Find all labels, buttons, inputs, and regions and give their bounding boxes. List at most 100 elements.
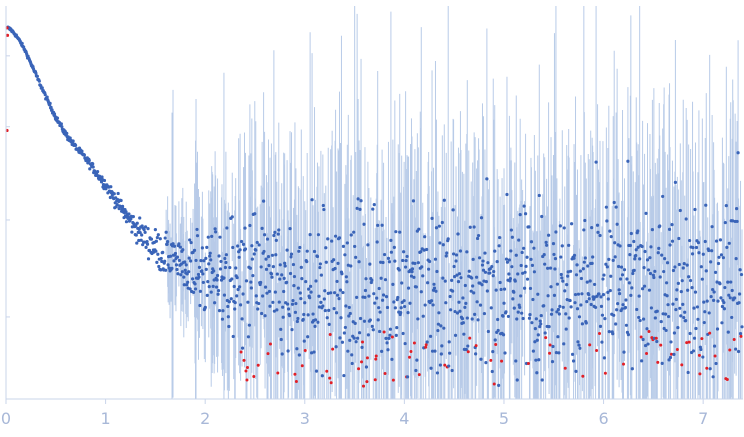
data-point (476, 318, 480, 322)
data-point (470, 276, 474, 280)
data-point (676, 281, 680, 285)
data-point (595, 223, 600, 227)
data-point (602, 273, 606, 277)
data-point (515, 378, 519, 382)
data-point (201, 280, 205, 285)
data-point (607, 257, 611, 261)
data-point (181, 248, 185, 252)
outlier-point (645, 352, 649, 356)
x-tick-label: 6 (598, 409, 608, 428)
data-point (442, 326, 446, 330)
data-point (580, 322, 584, 326)
data-point (339, 316, 343, 320)
outlier-point (300, 364, 304, 368)
data-point (293, 310, 298, 314)
data-point (262, 249, 266, 254)
data-point (208, 251, 212, 255)
outlier-point (489, 358, 493, 362)
data-point (37, 79, 41, 83)
data-point (214, 230, 218, 234)
data-point (700, 277, 704, 281)
data-point (507, 258, 512, 262)
x-tick-label: 3 (300, 409, 310, 428)
data-point (697, 251, 701, 255)
data-point (609, 234, 613, 239)
data-point (324, 246, 328, 250)
data-point (515, 317, 519, 321)
data-point (174, 263, 179, 267)
data-point (572, 253, 577, 257)
data-point (598, 233, 602, 238)
data-point (646, 342, 650, 346)
data-point (432, 286, 437, 290)
outlier-point (654, 336, 658, 340)
data-point (523, 212, 528, 216)
data-point (613, 241, 617, 245)
data-point (572, 256, 576, 260)
data-point (247, 323, 251, 327)
data-point (524, 264, 528, 268)
data-point (273, 290, 277, 294)
data-point (696, 317, 700, 321)
data-point (648, 271, 653, 276)
data-point (521, 271, 525, 275)
data-point (713, 270, 718, 274)
data-point (382, 252, 387, 257)
data-point (332, 258, 336, 262)
data-point (514, 359, 518, 363)
error-bars-layer (165, 6, 743, 399)
data-point (156, 252, 160, 256)
data-point (468, 225, 472, 229)
data-point (356, 197, 360, 201)
data-point (707, 248, 711, 253)
data-point (155, 260, 159, 264)
data-point (215, 273, 220, 278)
outlier-point (276, 371, 280, 375)
data-point (306, 335, 310, 339)
data-point (552, 293, 557, 297)
data-point (189, 240, 193, 245)
data-point (261, 294, 265, 298)
data-point (566, 270, 570, 274)
data-point (229, 297, 233, 301)
data-point (680, 279, 684, 283)
data-point (155, 235, 159, 240)
outlier-point (500, 359, 504, 363)
data-point (265, 237, 270, 241)
outlier-point (527, 361, 531, 365)
data-point (735, 207, 739, 211)
outlier-point (595, 348, 599, 352)
data-point (678, 306, 682, 310)
data-point (486, 261, 490, 265)
x-tick-label: 1 (101, 409, 111, 428)
data-point (232, 284, 236, 289)
data-point (673, 180, 678, 184)
data-point (716, 299, 720, 303)
data-point (533, 327, 537, 331)
data-point (235, 294, 239, 298)
data-point (607, 330, 611, 334)
data-point (425, 247, 429, 252)
data-point (453, 309, 457, 314)
data-point (519, 263, 523, 268)
data-point (601, 293, 606, 297)
data-point (473, 312, 477, 316)
data-point (222, 293, 227, 297)
data-point (472, 291, 476, 295)
data-point (640, 244, 644, 249)
data-point (299, 265, 303, 269)
data-point (479, 216, 484, 220)
data-point (403, 341, 407, 346)
data-point (574, 273, 579, 277)
data-point (276, 232, 280, 236)
data-point (332, 307, 336, 311)
data-point (419, 290, 423, 294)
data-point (309, 284, 313, 288)
data-point (135, 221, 139, 225)
data-point (312, 249, 317, 254)
data-point (262, 233, 267, 237)
data-point (231, 245, 235, 250)
data-point (545, 243, 549, 247)
data-point (440, 220, 444, 225)
data-point (45, 95, 49, 99)
